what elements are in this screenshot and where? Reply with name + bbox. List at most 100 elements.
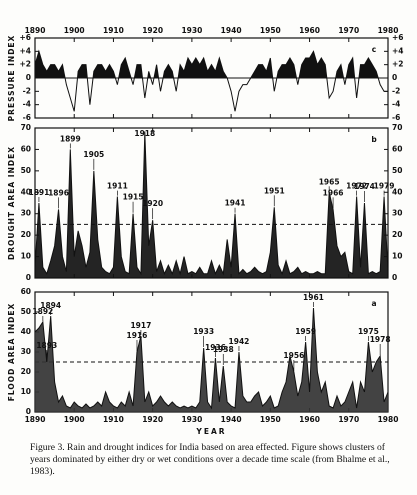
x-tick-label: 1980: [378, 415, 399, 424]
y2-tick-label: 70: [392, 123, 402, 132]
x-tick-label: 1910: [103, 26, 124, 35]
y-tick-label: 40: [21, 187, 31, 196]
y-tick-label: +6: [19, 33, 31, 42]
x-tick-label: 1940: [221, 415, 242, 424]
y-tick-label: 20: [21, 230, 31, 239]
x-tick-label: 1960: [299, 415, 320, 424]
x-tick-label: 1890: [25, 415, 46, 424]
y2-tick-label: 0: [392, 273, 397, 282]
x-tick-label: 1960: [299, 26, 320, 35]
x-tick-label: 1890: [25, 26, 46, 35]
y2-tick-label: +6: [392, 33, 404, 42]
y-tick-label: -6: [23, 113, 31, 122]
y2-tick-label: 0: [392, 73, 397, 82]
annotation-label: 1979: [374, 182, 395, 191]
y2-tick-label: 40: [392, 187, 402, 196]
y2-tick-label: 30: [392, 209, 402, 218]
x-tick-label: 1920: [142, 26, 163, 35]
y-tick-label: 60: [21, 287, 31, 296]
panel-label: a: [371, 299, 376, 308]
annotation-label: 1975: [358, 327, 379, 336]
annotation-label: 1974: [354, 182, 375, 191]
y2-tick-label: +4: [392, 46, 404, 55]
y-tick-label: 40: [21, 327, 31, 336]
y-tick-label: -2: [23, 86, 31, 95]
y2-tick-label: -2: [392, 86, 400, 95]
positive-area: [35, 51, 388, 78]
annotation-label: 1941: [225, 199, 246, 208]
annotation-label: 1978: [370, 335, 391, 344]
y2-tick-label: -6: [392, 113, 400, 122]
line: [34, 307, 389, 410]
y2-tick-label: 20: [392, 230, 402, 239]
x-tick-label: 1930: [181, 415, 202, 424]
annotation-label: 1896: [48, 188, 69, 197]
y2-tick-label: -4: [392, 100, 400, 109]
annotation-label: 1942: [229, 337, 250, 346]
x-tick-label: 1920: [142, 415, 163, 424]
y2-tick-label: 10: [392, 252, 402, 261]
y2-tick-label: 60: [392, 144, 402, 153]
y-tick-label: 70: [21, 123, 31, 132]
x-tick-label: 1970: [338, 415, 359, 424]
annotation-label: 1893: [36, 341, 57, 350]
annotation-label: 1965: [319, 177, 340, 186]
y-tick-label: 0: [26, 73, 31, 82]
x-tick-label: 1900: [64, 415, 85, 424]
annotation-label: 1915: [123, 193, 144, 202]
annotation-label: 1894: [40, 301, 61, 310]
x-tick-label: 1910: [103, 415, 124, 424]
y-tick-label: 30: [21, 347, 31, 356]
annotation-label: 1951: [264, 186, 285, 195]
area: [35, 308, 388, 412]
annotation-label: 1936: [205, 343, 226, 352]
annotation-label: 1956: [283, 351, 304, 360]
y-tick-label: 0: [26, 273, 31, 282]
y-tick-label: 0: [26, 407, 31, 416]
annotation-label: 1917: [130, 321, 151, 330]
y-tick-label: +2: [19, 60, 31, 69]
y-axis-label: FLOOD AREA INDEX: [7, 303, 16, 402]
annotation-label: 1905: [83, 150, 104, 159]
y-tick-label: +4: [19, 46, 31, 55]
annotation-label: 1916: [127, 331, 148, 340]
x-tick-label: 1950: [260, 26, 281, 35]
annotation-label: 1966: [323, 188, 344, 197]
y-tick-label: 60: [21, 144, 31, 153]
y-axis-label: DROUGHT AREA INDEX: [7, 146, 16, 260]
y-tick-label: 20: [21, 367, 31, 376]
y-tick-label: -4: [23, 100, 31, 109]
annotation-label: 1938: [213, 345, 234, 354]
annotation-label: 1892: [32, 307, 53, 316]
x-tick-label: 1950: [260, 415, 281, 424]
panel-label: b: [371, 135, 377, 144]
annotation-label: 1959: [295, 327, 316, 336]
annotation-label: 1972: [346, 182, 367, 191]
x-tick-label: 1940: [221, 26, 242, 35]
annotation-label: 1961: [303, 293, 324, 302]
y-tick-label: 10: [21, 252, 31, 261]
annotation-label: 1891: [28, 188, 49, 197]
y-tick-label: 10: [21, 387, 31, 396]
y-tick-label: 50: [21, 166, 31, 175]
x-tick-label: 1980: [378, 26, 399, 35]
x-tick-label: 1970: [338, 26, 359, 35]
area: [35, 132, 388, 278]
y-tick-label: 30: [21, 209, 31, 218]
annotation-label: 1899: [60, 134, 81, 143]
annotation-label: 1920: [142, 199, 163, 208]
annotation-label: 1933: [193, 327, 214, 336]
plot-frame: [34, 291, 389, 413]
line: [34, 49, 388, 112]
y2-tick-label: +2: [392, 60, 404, 69]
y-axis-label: PRESSURE INDEX: [7, 35, 16, 122]
y2-tick-label: 50: [392, 166, 402, 175]
annotation-label: 1918: [134, 129, 155, 138]
figure-caption: Figure 3. Rain and drought indices for I…: [30, 442, 390, 477]
x-tick-label: 1900: [64, 26, 85, 35]
line: [34, 132, 389, 276]
x-axis-label: YEAR: [195, 427, 226, 436]
x-tick-label: 1930: [181, 26, 202, 35]
panel-label: c: [372, 45, 376, 54]
